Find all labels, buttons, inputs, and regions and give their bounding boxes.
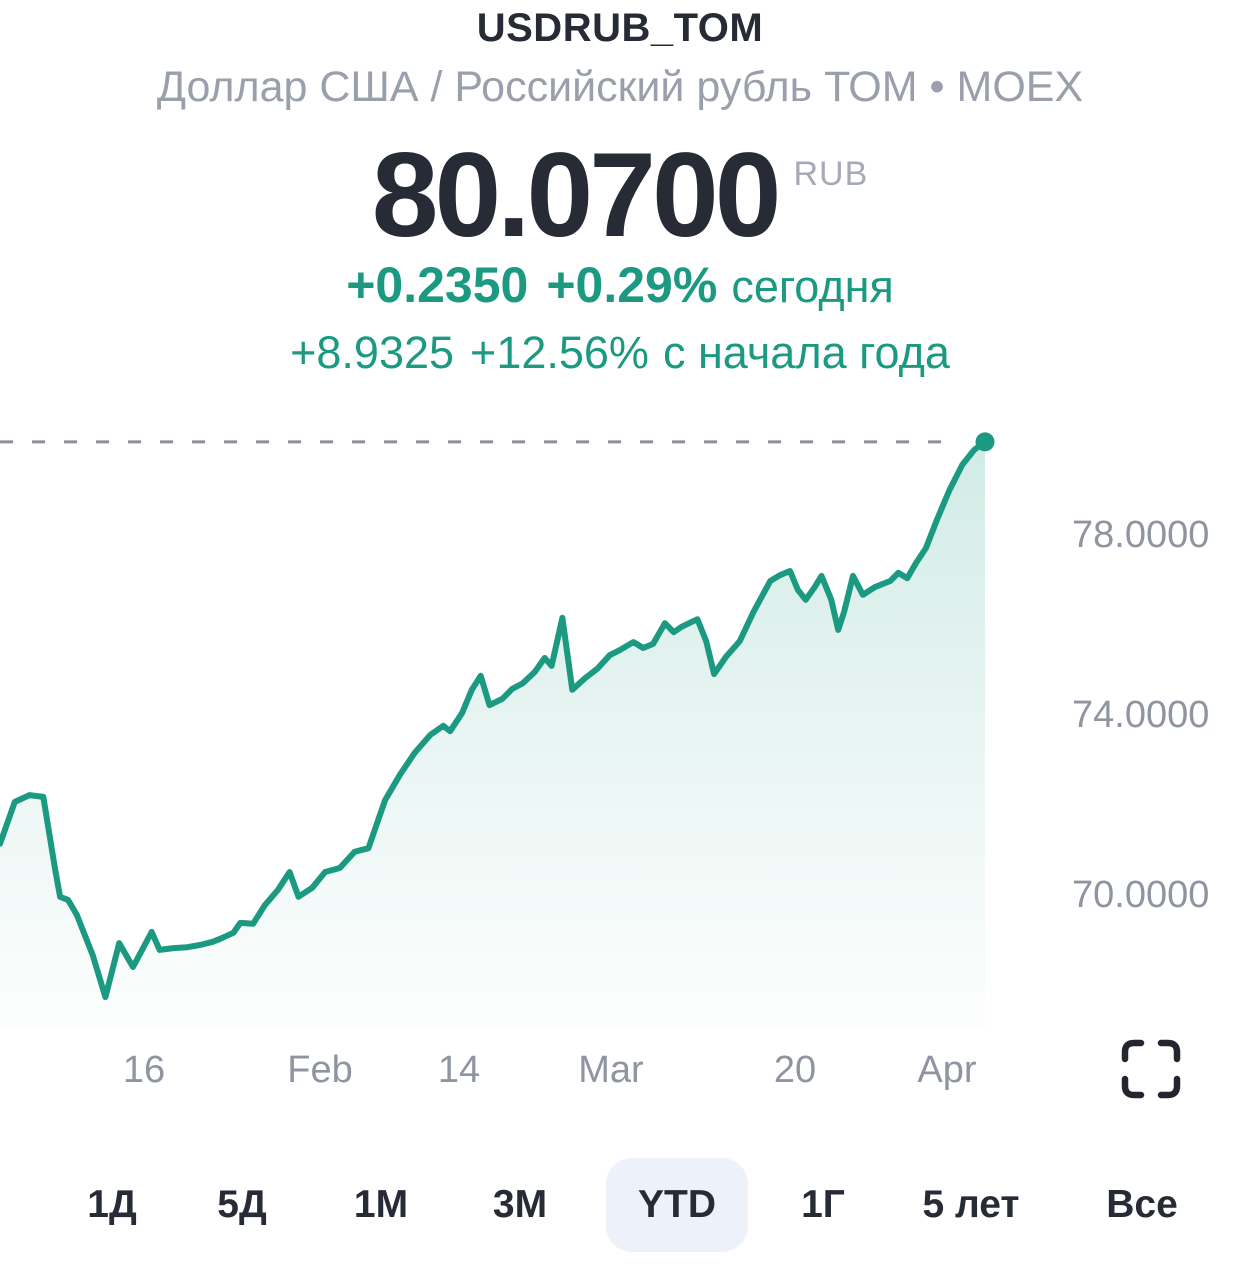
price-chart[interactable] [0,420,1240,1040]
range-tab-1d[interactable]: 1Д [87,1158,136,1252]
change-today-label: сегодня [731,261,894,312]
x-axis-label: Feb [287,1049,353,1091]
fullscreen-button[interactable] [1112,1030,1190,1108]
range-tabs: 1Д 5Д 1М 3М YTD 1Г 5 лет Все [0,1158,1240,1252]
change-today-abs: +0.2350 [346,257,529,313]
y-axis-label: 70.0000 [1072,874,1210,916]
x-axis-label: Mar [578,1049,644,1091]
range-tab-all[interactable]: Все [1106,1158,1178,1252]
x-axis-label: Apr [917,1049,977,1091]
symbol-title: USDRUB_TOM [476,6,764,50]
change-today: +0.2350 +0.29% сегодня [0,258,1240,314]
x-axis-label: 16 [122,1049,166,1091]
range-tab-3m[interactable]: 3М [493,1158,547,1252]
last-price-dot [975,432,995,452]
price-chart-canvas[interactable] [0,420,1240,1040]
x-axis-label: 20 [773,1049,817,1091]
range-tab-1m[interactable]: 1М [354,1158,408,1252]
change-today-pct: +0.29% [546,257,718,313]
price-line [0,438,988,1001]
instrument-subtitle: Доллар США / Российский рубль ТОМ • MOEX [156,63,1084,111]
area-fill [0,441,985,1030]
change-ytd-abs: +8.9325 [290,327,455,378]
last-price: 80.0700 [371,128,782,262]
change-ytd-pct: +12.56% [470,327,649,378]
range-tab-5y[interactable]: 5 лет [922,1158,1019,1252]
range-tab-ytd[interactable]: YTD [606,1158,748,1252]
change-ytd: +8.9325 +12.56% с начала года [0,328,1240,378]
currency-label: RUB [793,155,869,193]
range-tab-5d[interactable]: 5Д [217,1158,266,1252]
price-row: 80.0700 RUB [0,133,1240,257]
y-axis-label: 74.0000 [1072,694,1210,736]
fullscreen-icon [1121,1039,1181,1099]
x-axis-label: 14 [437,1049,481,1091]
y-axis-label: 78.0000 [1072,514,1210,556]
range-tab-1y[interactable]: 1Г [801,1158,845,1252]
change-ytd-label: с начала года [662,327,950,378]
